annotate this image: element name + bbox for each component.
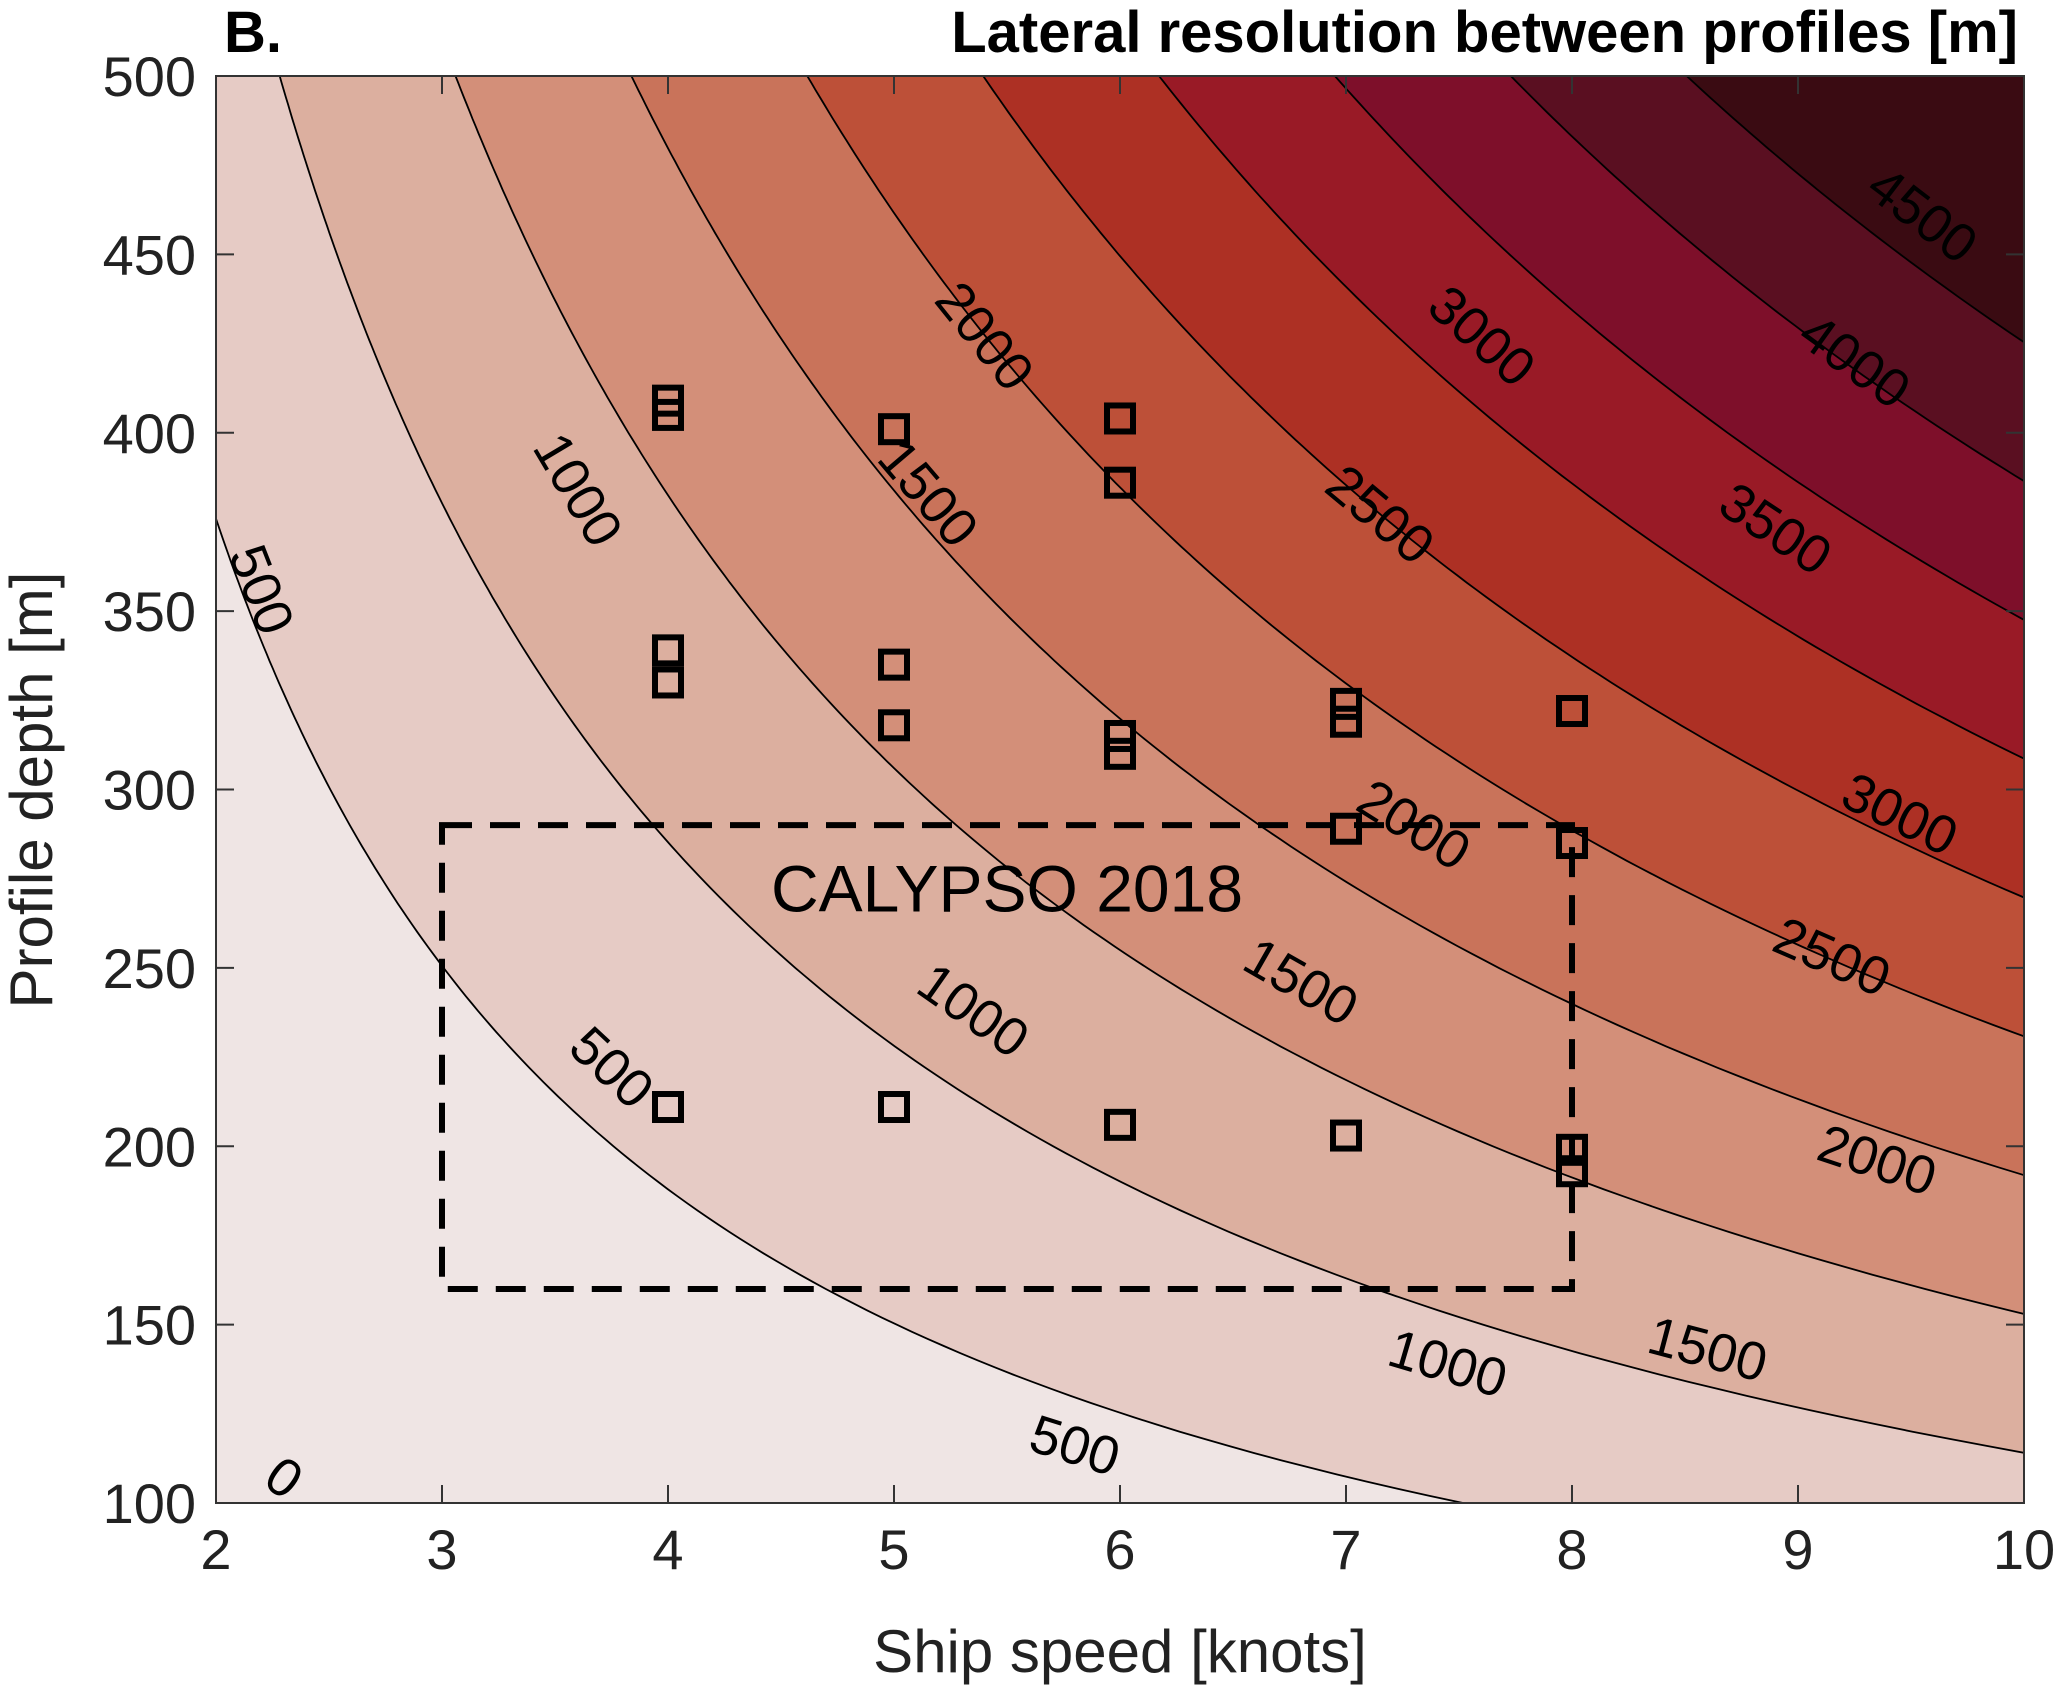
x-tick-label: 4 [652, 1518, 683, 1581]
y-tick-label: 100 [103, 1472, 196, 1535]
y-tick-label: 450 [103, 223, 196, 286]
y-tick-label: 300 [103, 759, 196, 822]
marker-square-11 [1104, 719, 1136, 752]
contour-line-3500 [1334, 76, 2024, 621]
marker-square-9 [1104, 402, 1136, 435]
marker-square-6 [878, 648, 910, 681]
contour-line-3000 [1158, 76, 2024, 760]
x-tick-label: 6 [1104, 1518, 1135, 1581]
calypso-dashed-box [439, 822, 1575, 1292]
x-tick-label: 7 [1330, 1518, 1361, 1581]
fill-band-10 [1686, 76, 2024, 343]
x-tick-label: 8 [1556, 1518, 1587, 1581]
x-tick-label: 10 [1993, 1518, 2055, 1581]
y-tick-label: 150 [103, 1294, 196, 1357]
marker-square-13 [1104, 1108, 1136, 1141]
marker-square-1 [652, 398, 684, 431]
marker-square-21 [1556, 1155, 1588, 1188]
x-tick-label: 5 [878, 1518, 909, 1581]
calypso-annotation: CALYPSO 2018 [771, 851, 1243, 925]
x-axis-label: Ship speed [knots] [873, 1618, 1367, 1685]
contour-lines [216, 76, 2024, 1503]
marker-square-19 [1556, 827, 1588, 860]
y-tick-label: 400 [103, 402, 196, 465]
marker-square-12 [1104, 737, 1136, 770]
contour-line-1000 [454, 76, 2024, 1315]
y-axis-ticks: 100 150 200 250 300 350 400 450 500 [103, 45, 2024, 1535]
y-tick-label: 500 [103, 45, 196, 108]
contour-line-0 [216, 515, 1464, 1503]
y-axis-label: Profile depth [m] [0, 572, 65, 1009]
x-tick-label: 2 [200, 1518, 231, 1581]
panel-label: B. [224, 0, 282, 65]
marker-square-17 [1330, 1119, 1362, 1152]
y-tick-label: 350 [103, 580, 196, 643]
marker-square-16 [1330, 812, 1362, 845]
marker-square-4 [652, 1091, 684, 1124]
x-tick-label: 3 [426, 1518, 457, 1581]
contour-line-1500 [630, 76, 2024, 1177]
marker-square-7 [878, 709, 910, 742]
y-tick-label: 200 [103, 1115, 196, 1178]
chart-title: Lateral resolution between profiles [m] [951, 0, 2018, 65]
marker-square-20 [1556, 1133, 1588, 1166]
contour-line-2500 [982, 76, 2024, 899]
contour-line-4500 [1686, 76, 2024, 344]
marker-square-15 [1330, 705, 1362, 738]
contour-line-500 [278, 76, 2024, 1454]
marker-square-3 [652, 666, 684, 699]
x-axis-ticks: 2 3 4 5 6 7 8 9 10 [200, 76, 2055, 1581]
marker-square-10 [1104, 466, 1136, 499]
marker-square-2 [652, 634, 684, 667]
contour-line-4000 [1510, 76, 2024, 483]
contour-line-2000 [806, 76, 2024, 1038]
marker-square-14 [1330, 687, 1362, 720]
data-markers [652, 384, 1588, 1188]
marker-square-8 [878, 1091, 910, 1124]
marker-square-18 [1556, 695, 1588, 728]
y-tick-label: 250 [103, 937, 196, 1000]
marker-square-5 [878, 413, 910, 446]
x-tick-label: 9 [1782, 1518, 1813, 1581]
